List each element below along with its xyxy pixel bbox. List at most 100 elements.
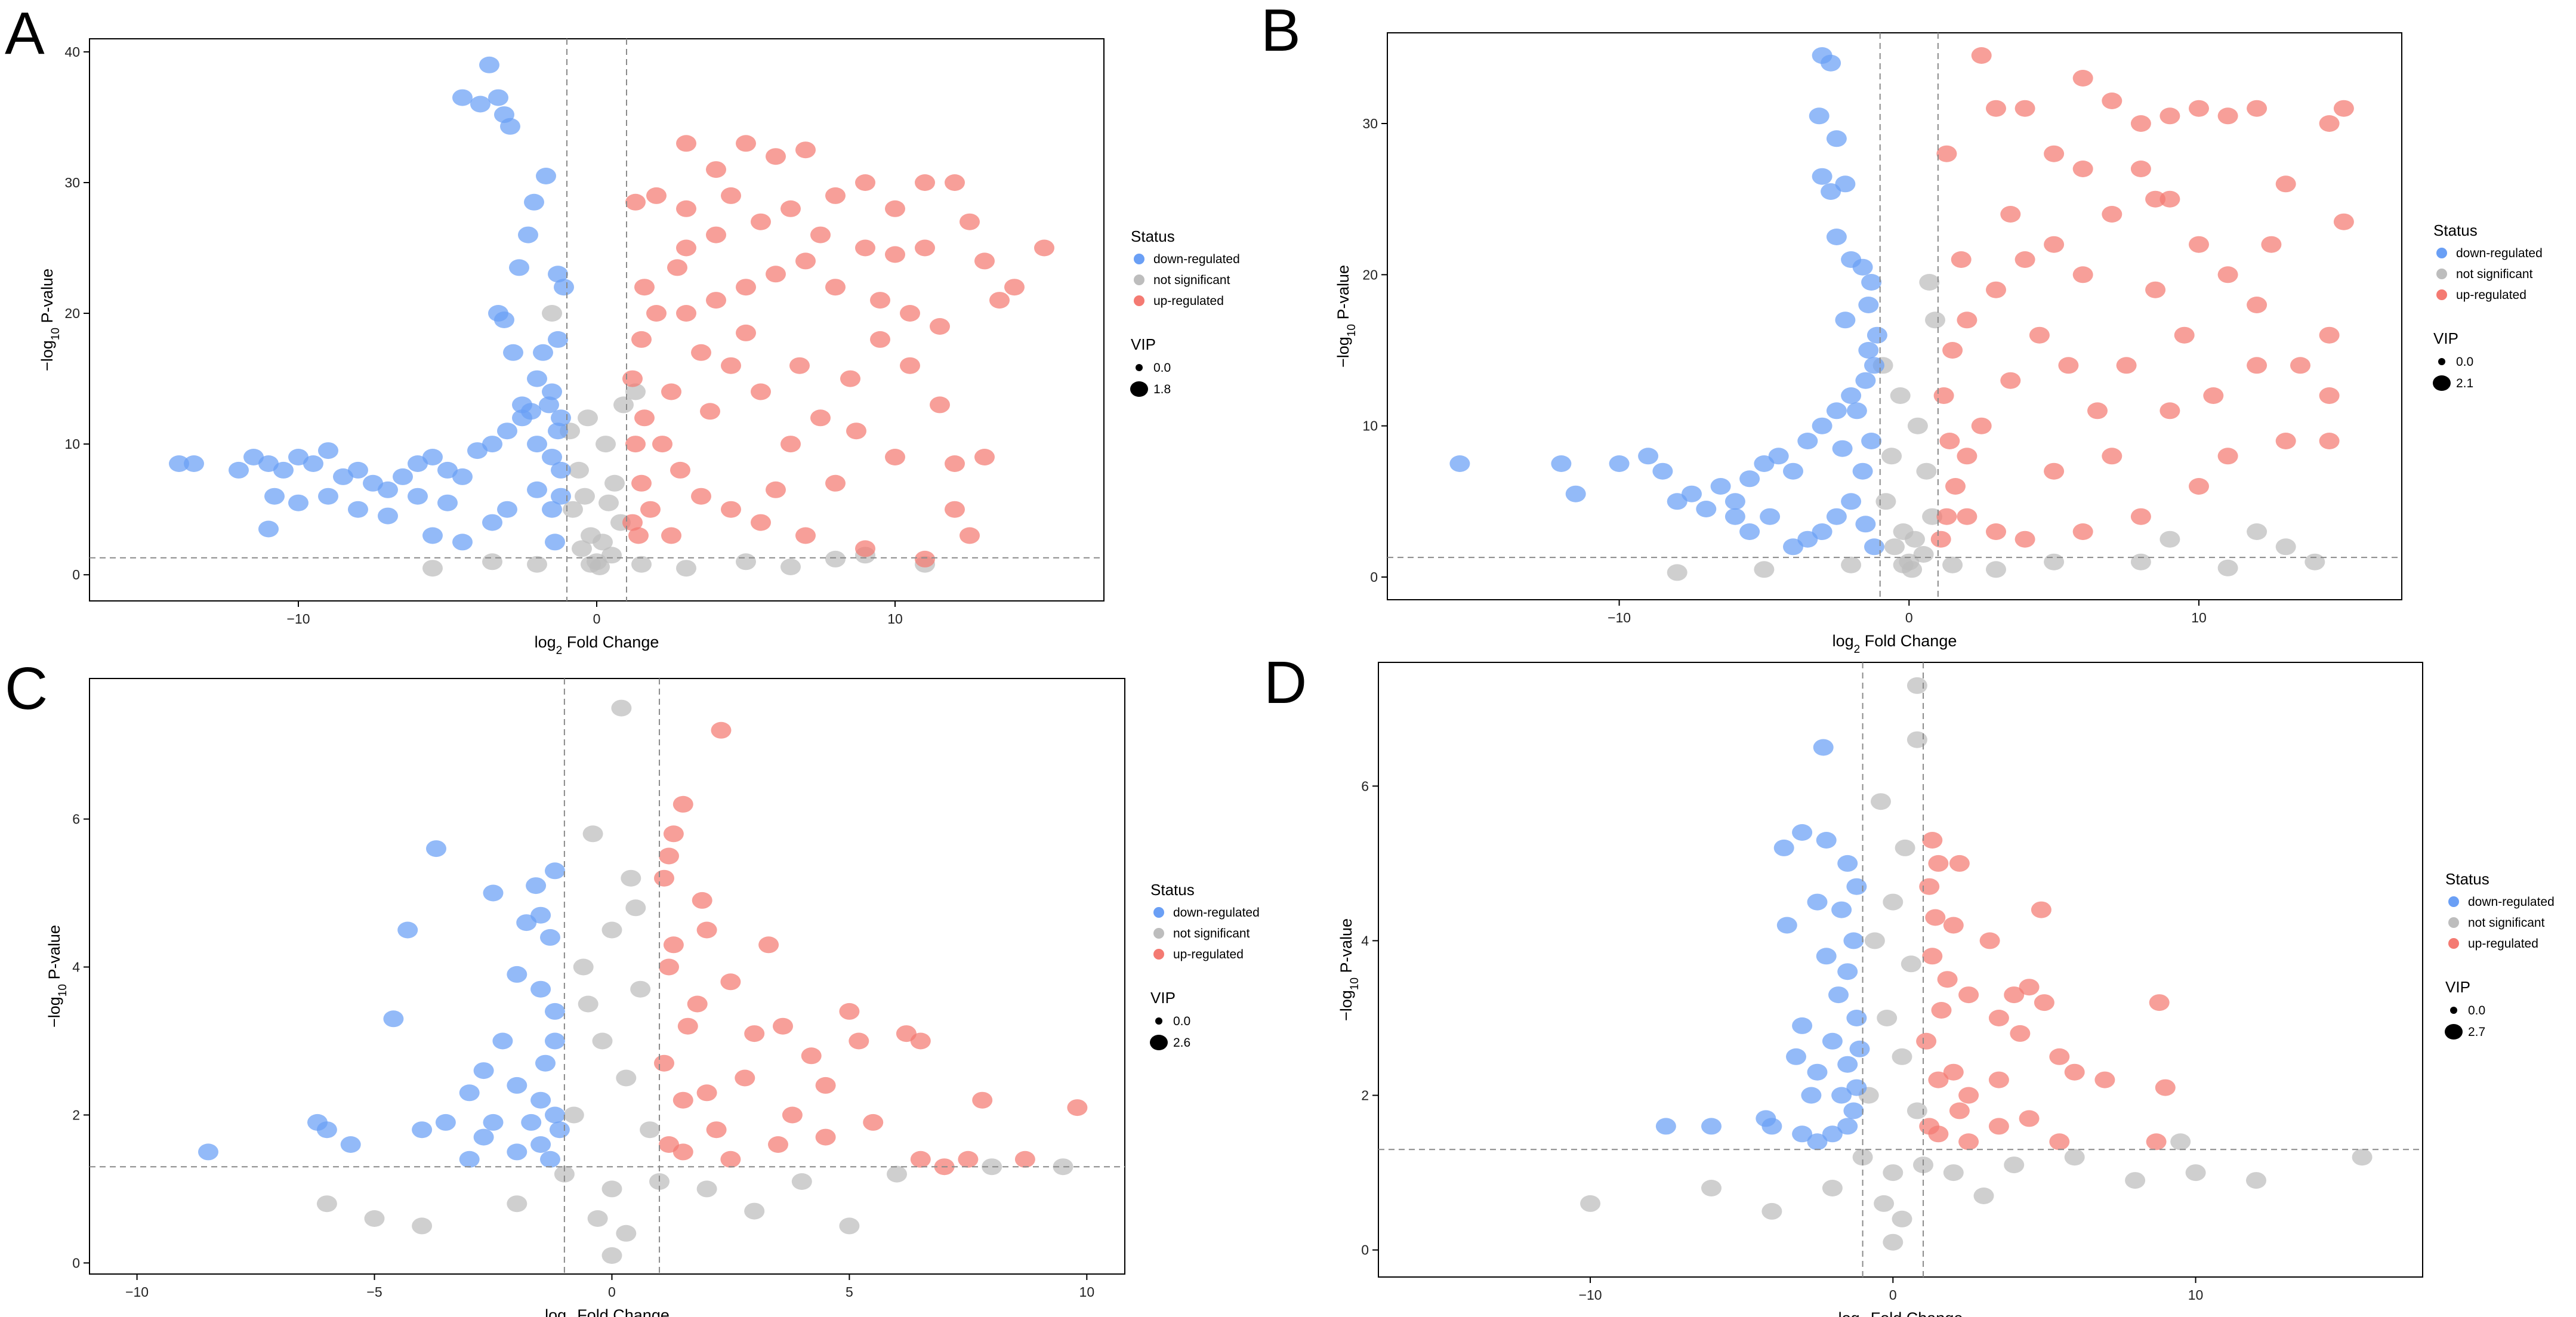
data-point bbox=[1986, 281, 2006, 298]
data-point bbox=[530, 1136, 551, 1153]
data-point bbox=[2261, 236, 2282, 253]
data-point bbox=[795, 141, 816, 159]
data-point bbox=[2275, 433, 2296, 449]
data-point bbox=[1883, 893, 1904, 911]
legend-swatch bbox=[1134, 274, 1144, 285]
legend-swatch bbox=[2436, 248, 2447, 258]
data-point bbox=[2145, 190, 2166, 208]
data-point bbox=[1828, 986, 1849, 1004]
x-tick-label: 0 bbox=[593, 611, 601, 627]
data-point bbox=[1831, 901, 1852, 918]
data-point bbox=[1812, 168, 1832, 185]
data-point bbox=[780, 436, 801, 453]
x-tick-label: −10 bbox=[1579, 1287, 1602, 1303]
data-point bbox=[2333, 213, 2354, 230]
data-point bbox=[408, 488, 428, 505]
data-point bbox=[2004, 1156, 2025, 1174]
data-point bbox=[1986, 100, 2006, 117]
data-point bbox=[2247, 100, 2268, 117]
data-point bbox=[2275, 538, 2296, 556]
data-point bbox=[500, 118, 520, 135]
data-point bbox=[1812, 523, 1832, 540]
data-point bbox=[412, 1217, 433, 1235]
data-point bbox=[915, 174, 935, 191]
data-point bbox=[363, 474, 383, 492]
data-point bbox=[706, 161, 726, 178]
data-point bbox=[711, 721, 732, 739]
data-point bbox=[2102, 206, 2122, 223]
data-point bbox=[1821, 54, 1841, 72]
data-point bbox=[2102, 92, 2122, 109]
data-point bbox=[2014, 100, 2035, 117]
panel-c: C −10 −5 0 5 10 0 2 4 6 log2 Fold Change −log10 P-v… bbox=[5, 655, 1260, 1317]
legend-swatch bbox=[2436, 289, 2447, 300]
data-point bbox=[1906, 677, 1927, 694]
legend-status-label: not significant bbox=[1153, 273, 1230, 287]
data-point bbox=[1971, 47, 1992, 64]
data-point bbox=[1931, 1002, 1952, 1019]
data-point bbox=[542, 501, 562, 518]
data-point bbox=[1822, 1032, 1843, 1050]
data-point bbox=[1837, 855, 1858, 872]
data-point bbox=[2159, 402, 2180, 420]
data-point bbox=[569, 461, 589, 479]
data-point bbox=[2246, 1172, 2266, 1189]
data-point bbox=[1826, 229, 1847, 245]
data-point bbox=[554, 279, 574, 296]
data-point bbox=[622, 514, 643, 531]
data-point bbox=[2130, 508, 2151, 525]
legend-vip-small bbox=[2438, 358, 2445, 365]
panel-label: B bbox=[1261, 0, 1301, 64]
data-point bbox=[2000, 372, 2021, 389]
data-point bbox=[1861, 433, 1882, 449]
data-point bbox=[646, 187, 667, 204]
data-point bbox=[1809, 107, 1830, 125]
legend-status-title: Status bbox=[2445, 870, 2489, 888]
x-tick-label: −10 bbox=[286, 611, 310, 627]
data-point bbox=[1928, 1071, 1949, 1088]
data-point bbox=[507, 1143, 527, 1161]
legend-swatch bbox=[1134, 254, 1144, 264]
data-point bbox=[1928, 1125, 1949, 1143]
data-point bbox=[910, 1032, 931, 1050]
data-point bbox=[1852, 258, 1873, 276]
data-point bbox=[2170, 1133, 2191, 1151]
data-point bbox=[1942, 342, 1963, 359]
data-point bbox=[2064, 1149, 2085, 1166]
legend: Status down-regulated not significant up-re… bbox=[1150, 881, 1260, 1050]
data-point bbox=[452, 89, 473, 106]
legend-vip-min: 0.0 bbox=[2468, 1004, 2485, 1017]
data-point bbox=[483, 1114, 504, 1131]
data-point bbox=[1906, 1102, 1927, 1119]
data-point bbox=[492, 1032, 513, 1050]
data-point bbox=[288, 449, 308, 465]
data-point bbox=[1821, 183, 1841, 200]
data-point bbox=[839, 1003, 860, 1020]
data-point bbox=[169, 455, 189, 472]
data-point bbox=[2094, 1071, 2115, 1088]
data-point bbox=[1826, 130, 1847, 147]
data-point bbox=[1902, 561, 1923, 578]
y-tick-label: 0 bbox=[1370, 569, 1378, 585]
legend-status-title: Status bbox=[1150, 881, 1195, 899]
x-tick-label: −5 bbox=[366, 1284, 382, 1300]
data-point bbox=[631, 331, 652, 348]
data-point bbox=[1812, 417, 1832, 434]
data-point bbox=[825, 279, 846, 296]
data-point bbox=[1874, 1195, 1895, 1212]
data-point bbox=[1760, 508, 1781, 525]
data-point bbox=[2072, 161, 2093, 177]
data-point bbox=[1913, 546, 1934, 563]
data-point bbox=[539, 396, 559, 414]
data-point bbox=[521, 1114, 542, 1131]
x-tick-label: −10 bbox=[125, 1284, 149, 1300]
data-point bbox=[1973, 1188, 1994, 1204]
series-down-regulated bbox=[1655, 739, 1870, 1151]
data-point bbox=[1928, 855, 1949, 872]
legend-status-label: up-regulated bbox=[2468, 937, 2538, 951]
data-point bbox=[640, 1121, 661, 1139]
legend-vip-min: 0.0 bbox=[1153, 361, 1171, 375]
data-point bbox=[1014, 1151, 1035, 1168]
data-point bbox=[535, 1054, 556, 1072]
data-point bbox=[1807, 893, 1828, 911]
